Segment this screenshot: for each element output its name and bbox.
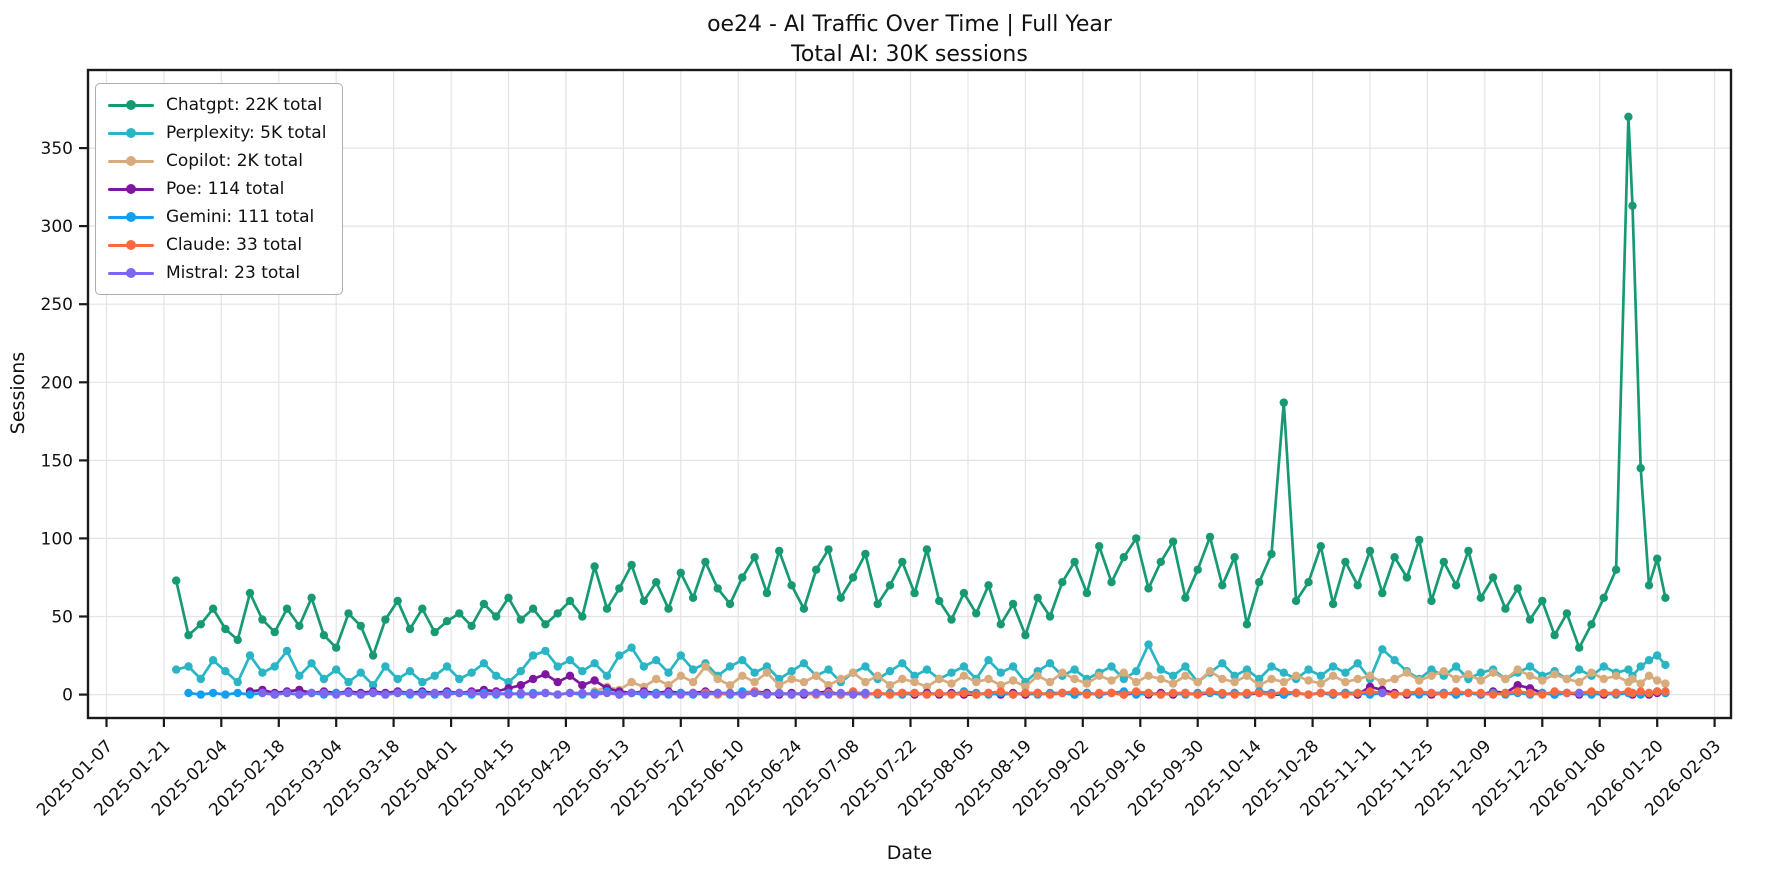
svg-text:100: 100 [41,529,73,549]
x-axis-tick-labels: 2025-01-072025-01-212025-02-042025-02-18… [33,736,1725,820]
legend-label-claude: Claude: 33 total [166,235,303,255]
series-mistral [258,688,1584,699]
legend-item-poe: Poe: 114 total [108,177,326,201]
gridlines [88,70,1731,718]
legend-dot-icon [126,268,136,278]
legend-label-mistral: Mistral: 23 total [166,263,301,283]
plot-border [86,68,1733,720]
legend-dot-icon [126,240,136,250]
x-axis-label: Date [886,842,933,864]
svg-text:0: 0 [62,686,73,706]
legend-marker-gemini [108,212,154,222]
legend-label-copilot: Copilot: 2K total [166,151,303,171]
legend-label-perplexity: Perplexity: 5K total [166,123,327,143]
y-axis-tick-labels: 0 50 100 150 200 250 300 350 [41,139,73,706]
legend-item-perplexity: Perplexity: 5K total [108,121,326,145]
legend-marker-poe [108,184,154,194]
legend-label-poe: Poe: 114 total [166,179,285,199]
legend-item-chatgpt: Chatgpt: 22K total [108,93,326,117]
legend-marker-mistral [108,268,154,278]
svg-text:150: 150 [41,451,73,471]
legend-dot-icon [126,156,136,166]
page-subtitle: Total AI: 30K sessions [791,42,1028,67]
series-perplexity [172,640,1670,690]
legend-label-gemini: Gemini: 111 total [166,207,315,227]
legend-dot-icon [126,128,136,138]
legend-label-chatgpt: Chatgpt: 22K total [166,95,323,115]
legend-dot-icon [126,184,136,194]
series-chatgpt [172,112,1670,660]
legend-dot-icon [126,100,136,110]
legend-dot-icon [126,212,136,222]
svg-text:50: 50 [51,608,73,628]
axis-ticks [79,147,1716,727]
legend-item-gemini: Gemini: 111 total [108,205,326,229]
series-copilot [590,662,1670,696]
legend-marker-claude [108,240,154,250]
svg-text:250: 250 [41,295,73,315]
legend-marker-perplexity [108,128,154,138]
svg-text:200: 200 [41,373,73,393]
legend: Chatgpt: 22K total Perplexity: 5K total Co… [95,83,344,295]
svg-text:350: 350 [41,139,73,159]
legend-item-copilot: Copilot: 2K total [108,149,326,173]
legend-item-claude: Claude: 33 total [108,233,326,257]
legend-item-mistral: Mistral: 23 total [108,261,326,285]
legend-marker-copilot [108,156,154,166]
page-title: oe24 - AI Traffic Over Time | Full Year [707,12,1112,37]
legend-marker-chatgpt [108,100,154,110]
svg-text:300: 300 [41,217,73,237]
